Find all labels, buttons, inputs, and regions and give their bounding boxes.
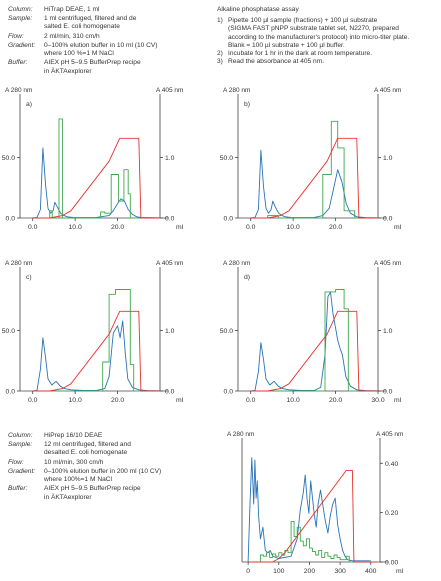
x-tick-label: 10.0 (69, 397, 82, 404)
y-axis-label: A 280 nm (5, 87, 32, 94)
info-row: Buffer: AIEX pH 5–9.5 BufferPrep recipe i… (8, 59, 141, 75)
x-tick-label: 10.0 (69, 224, 82, 231)
y-axis-label: A 280 nm (227, 431, 254, 438)
assay-step: 2) Incubate for 1 hr in the dark at room … (217, 50, 373, 58)
series-line-green (32, 289, 160, 392)
y-tick-label: 0.0 (224, 389, 234, 396)
info-row: Buffer: AIEX pH 5–9.5 BufferPrep recipe i… (8, 485, 141, 501)
x-tick-label: 0.0 (28, 397, 38, 404)
y2-axis-label: A 405 nm (374, 87, 401, 94)
x-tick-label: 20.0 (329, 224, 342, 231)
y2-tick-label: 1.0 (383, 328, 393, 335)
series-line-green (250, 120, 378, 219)
assay-heading: Alkaline phosphatase assay (217, 6, 299, 13)
y2-axis-label: A 405 nm (374, 260, 401, 267)
y-axis-label: A 280 nm (223, 260, 250, 267)
run-info-bottom: Column: HiPrep 16/10 DEAE Sample: 12 ml ce… (8, 432, 208, 503)
series-line-blue (250, 291, 379, 392)
info-row: Gradient: 0–100% elution buffer in 200 ml… (8, 467, 162, 484)
info-row: Flow: 10 ml/min, 300 cm/h (8, 458, 104, 466)
y2-tick-label: 0.0 (383, 216, 393, 223)
x-tick-label: 0.0 (28, 224, 38, 231)
assay-step: 3) Read the absorbance at 405 nm. (217, 58, 325, 66)
y2-axis-label: A 405 nm (156, 260, 183, 267)
x-tick-label: 30.0 (371, 397, 384, 404)
y-tick-label: 0.0 (6, 389, 16, 396)
series-line-red (248, 469, 377, 563)
y-tick-label: 50.0 (220, 328, 233, 335)
x-tick-label: 100 (273, 568, 285, 575)
info-row: Flow: 2 ml/min, 310 cm/h (8, 32, 100, 40)
series-line-blue (32, 147, 161, 219)
y-tick-label: 0.0 (224, 216, 234, 223)
y2-tick-label: 0.00 (385, 560, 398, 567)
x-axis-label: ml (176, 224, 184, 231)
y2-tick-label: 0.0 (165, 389, 175, 396)
x-tick-label: 200 (304, 568, 316, 575)
run-info-top: Column: HiTrap DEAE, 1 ml Sample: 1 ml cen… (8, 6, 213, 77)
series-line-red (32, 310, 160, 392)
y2-tick-label: 0.40 (385, 461, 398, 468)
chromatogram-d: 0.0 10.0 20.0 30.00.050.00.01.0A 280 nm A 40… (220, 260, 402, 404)
x-tick-label: 20.0 (111, 397, 124, 404)
series-line-blue (250, 149, 379, 219)
y2-tick-label: 1.0 (383, 155, 393, 162)
series-line-green (250, 289, 378, 392)
y-tick-label: 0.0 (6, 216, 16, 223)
y2-axis-label: A 405 nm (376, 431, 403, 438)
x-tick-label: 300 (334, 568, 346, 575)
y-axis-label: A 280 nm (223, 87, 250, 94)
y2-tick-label: 0.20 (385, 510, 398, 517)
chromatogram-b: 0.0 10.0 20.0 0.0 50.0 0.0 1.0 A 280 nm A 405 nm… (220, 87, 402, 231)
series-line-green (248, 520, 377, 563)
assay-protocol: Alkaline phosphatase assay 1) Pipette 100… (217, 6, 435, 67)
x-axis-label: ml (394, 397, 402, 404)
panel-label: d) (244, 274, 250, 281)
info-row: Column: HiPrep 16/10 DEAE (8, 432, 103, 439)
x-tick-label: 20.0 (329, 397, 342, 404)
series-line-red (250, 310, 378, 392)
x-tick-label: 10.0 (287, 397, 300, 404)
info-row: Column: HiTrap DEAE, 1 ml (8, 6, 100, 13)
x-axis-label: ml (394, 224, 402, 231)
y2-tick-label: 0.0 (165, 216, 175, 223)
series-line-blue (32, 320, 161, 392)
y2-tick-label: 1.0 (165, 328, 175, 335)
panel-label: a) (26, 101, 32, 108)
y2-axis-label: A 405 nm (156, 87, 183, 94)
x-axis-label: ml (176, 397, 184, 404)
chromatogram-e: 0 100 200 300 400 0.00 0.20 0.40 A 280 nm A 405 n… (227, 431, 404, 575)
series-line-red (32, 137, 160, 219)
y-axis-label: A 280 nm (5, 260, 32, 267)
info-row: Sample: 12 ml centrifuged, filtered and d… (8, 441, 131, 457)
x-tick-label: 400 (365, 568, 377, 575)
series-line-green (32, 118, 160, 219)
series-line-blue (247, 457, 371, 563)
chromatogram-c: 0.0 10.0 20.0 0.0 50.0 0.0 1.0 A 280 nm A 405 nm… (2, 260, 184, 404)
panel-label: b) (244, 101, 250, 108)
x-tick-label: 10.0 (287, 224, 300, 231)
y-tick-label: 50.0 (2, 155, 15, 162)
x-tick-label: 0.0 (246, 224, 256, 231)
chromatogram-a: 0.0 10.0 20.0 0.0 50.0 0.0 1.0 A 280 nm A 405 nm… (2, 87, 184, 231)
x-axis-label: ml (396, 568, 404, 575)
x-tick-label: 0 (246, 568, 250, 575)
y-tick-label: 50.0 (220, 155, 233, 162)
y2-tick-label: 1.0 (165, 155, 175, 162)
x-tick-label: 20.0 (111, 224, 124, 231)
series-line-red (250, 137, 378, 219)
panel-label: c) (26, 274, 32, 281)
info-row: Sample: 1 ml centrifuged, filtered and de… (8, 15, 137, 31)
info-row: Gradient: 0–100% elution buffer in 10 ml … (8, 41, 158, 58)
y2-tick-label: 0.0 (383, 389, 393, 396)
assay-step: 1) Pipette 100 µl sample (fractions) + 10… (217, 17, 410, 49)
y-tick-label: 50.0 (2, 328, 15, 335)
x-tick-label: 0.0 (246, 397, 256, 404)
